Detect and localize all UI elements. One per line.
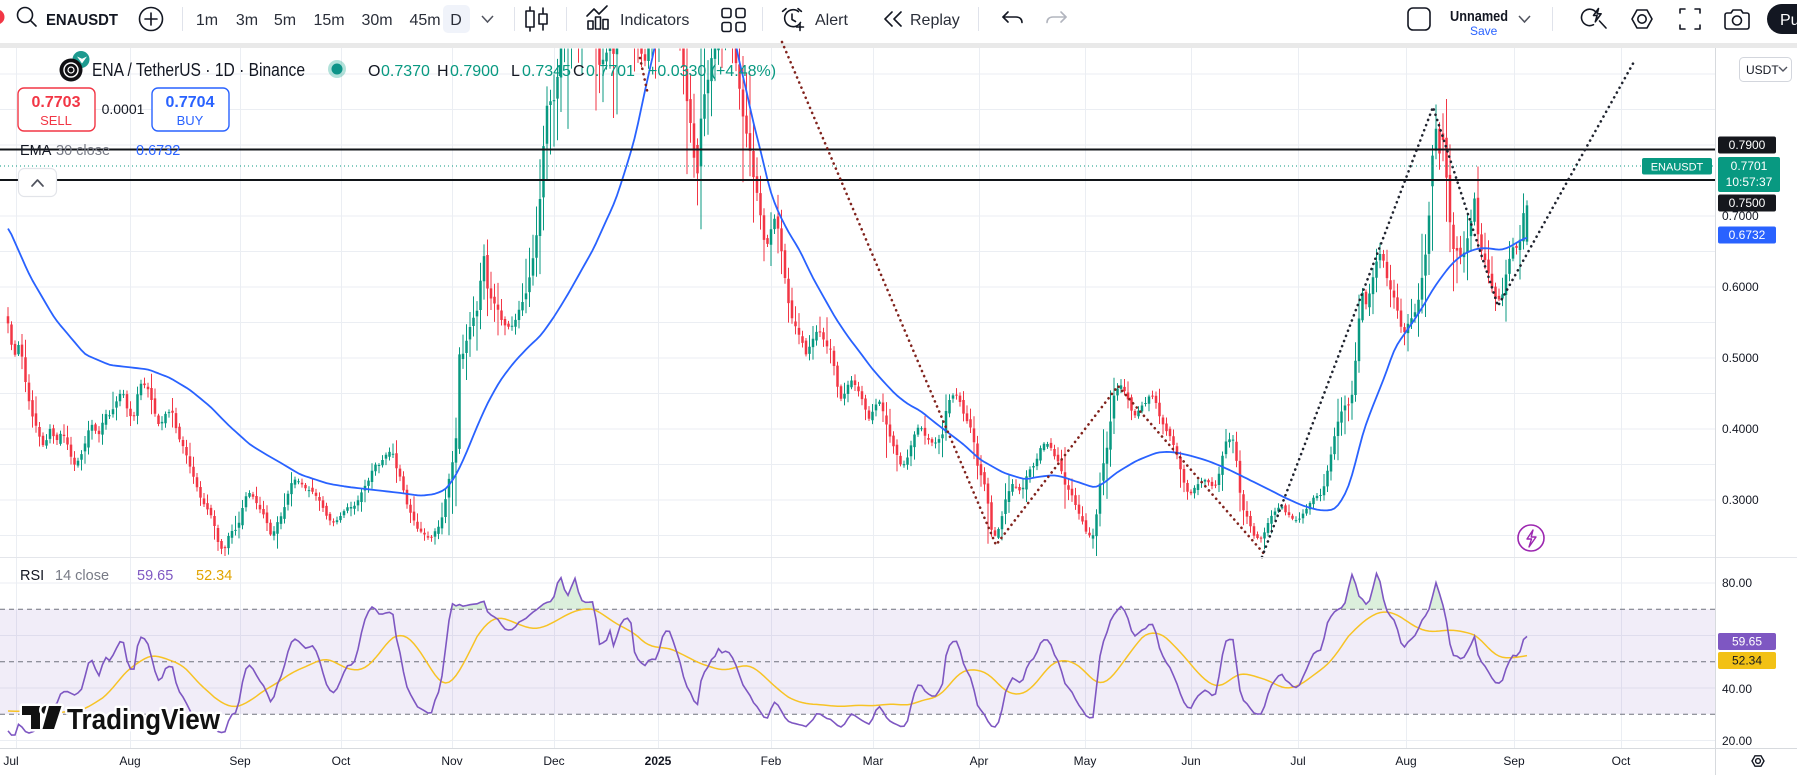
svg-text:0.5000: 0.5000 <box>1722 351 1759 365</box>
svg-text:0.7900: 0.7900 <box>1729 138 1766 152</box>
svg-text:Aug: Aug <box>119 754 140 768</box>
svg-text:Replay: Replay <box>910 12 960 29</box>
svg-text:Dec: Dec <box>543 754 564 768</box>
svg-text:0.7500: 0.7500 <box>1729 196 1766 210</box>
svg-text:Alert: Alert <box>815 12 848 29</box>
svg-text:Sep: Sep <box>1503 754 1525 768</box>
svg-text:Jul: Jul <box>1290 754 1305 768</box>
svg-text:Jul: Jul <box>3 754 18 768</box>
svg-text:40.00: 40.00 <box>1722 682 1752 696</box>
svg-text:Save: Save <box>1470 24 1498 38</box>
svg-text:Nov: Nov <box>441 754 462 768</box>
svg-text:Apr: Apr <box>970 754 989 768</box>
svg-text:80.00: 80.00 <box>1722 576 1752 590</box>
svg-text:0.7703: 0.7703 <box>32 94 81 111</box>
svg-text:Mar: Mar <box>863 754 884 768</box>
svg-text:May: May <box>1074 754 1097 768</box>
svg-text:10:57:37: 10:57:37 <box>1726 175 1773 189</box>
svg-text:0.4000: 0.4000 <box>1722 422 1759 436</box>
svg-text:Indicators: Indicators <box>620 12 689 29</box>
svg-text:30m: 30m <box>361 12 392 29</box>
svg-text:BUY: BUY <box>177 113 204 128</box>
svg-text:1m: 1m <box>196 12 218 29</box>
svg-text:ENA / TetherUS · 1D · Binance: ENA / TetherUS · 1D · Binance <box>92 60 305 80</box>
svg-text:ENAUSDT: ENAUSDT <box>1651 162 1704 174</box>
svg-text:59.65: 59.65 <box>1732 635 1762 649</box>
svg-text:0.7701: 0.7701 <box>1731 159 1768 173</box>
svg-text:0.7704: 0.7704 <box>166 94 215 111</box>
svg-text:Feb: Feb <box>761 754 782 768</box>
svg-text:Aug: Aug <box>1395 754 1416 768</box>
svg-text:Sep: Sep <box>229 754 251 768</box>
svg-text:Pu: Pu <box>1780 12 1797 29</box>
svg-text:Unnamed: Unnamed <box>1450 8 1508 25</box>
svg-text:0.7000: 0.7000 <box>1722 209 1759 223</box>
svg-text:0.6000: 0.6000 <box>1722 280 1759 294</box>
svg-text:ENAUSDT: ENAUSDT <box>46 12 118 29</box>
svg-text:TradingView: TradingView <box>67 704 220 736</box>
svg-text:Oct: Oct <box>332 754 351 768</box>
svg-text:Jun: Jun <box>1181 754 1200 768</box>
svg-text:0.0001: 0.0001 <box>102 101 145 117</box>
svg-text:20.00: 20.00 <box>1722 734 1752 748</box>
svg-text:45m: 45m <box>409 12 440 29</box>
svg-text:0.3000: 0.3000 <box>1722 493 1759 507</box>
svg-text:USDT: USDT <box>1746 63 1779 77</box>
svg-text:2025: 2025 <box>645 754 672 768</box>
svg-text:0.6732: 0.6732 <box>1729 228 1766 242</box>
svg-text:Oct: Oct <box>1612 754 1631 768</box>
svg-text:15m: 15m <box>313 12 344 29</box>
svg-text:5m: 5m <box>274 12 296 29</box>
svg-text:SELL: SELL <box>40 113 72 128</box>
svg-text:D: D <box>450 12 462 29</box>
svg-text:3m: 3m <box>236 12 258 29</box>
svg-text:52.34: 52.34 <box>1732 654 1762 668</box>
